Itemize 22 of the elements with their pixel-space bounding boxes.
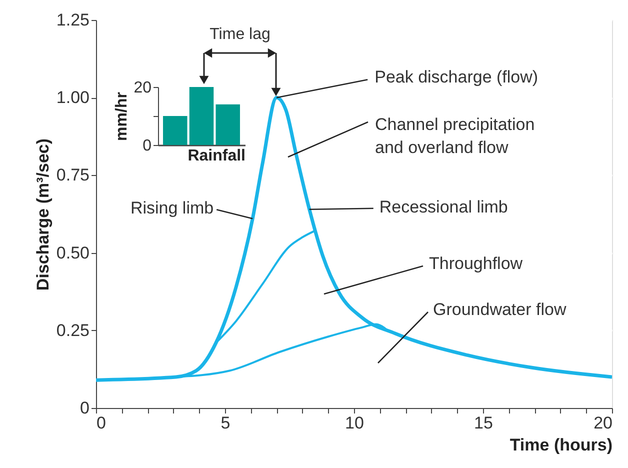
y-axis-title: Discharge (m³/sec)	[33, 138, 52, 291]
y-tick-label: 0	[80, 398, 90, 418]
annotation: Recessional limb	[379, 197, 508, 216]
x-tick-label: 20	[594, 414, 612, 432]
y-tick-label: 1.25	[56, 10, 90, 30]
annotation: Rising limb	[130, 198, 214, 218]
annotation: Peak discharge (flow)	[374, 68, 538, 87]
x-tick-label: 10	[345, 414, 364, 432]
annotation: Groundwater flow	[433, 300, 567, 319]
y-tick-label: 1.00	[56, 88, 90, 108]
x-tick-label: 15	[474, 414, 493, 432]
y-tick-label: 0.75	[56, 166, 90, 185]
y-tick-label: 0.50	[56, 243, 90, 262]
y-tick-label: 0.25	[56, 320, 90, 340]
x-axis-title: Rainfall	[188, 148, 246, 164]
y-axis-title: mm/hr	[114, 92, 131, 141]
annotation: Time lag	[210, 26, 270, 43]
x-tick-label: 0	[96, 414, 106, 432]
annotation: Channel precipitation and overland flow	[375, 115, 535, 157]
annotation: Throughflow	[429, 254, 524, 273]
x-axis-title: Time (hours)	[510, 436, 612, 454]
x-tick-label: 5	[220, 414, 230, 432]
